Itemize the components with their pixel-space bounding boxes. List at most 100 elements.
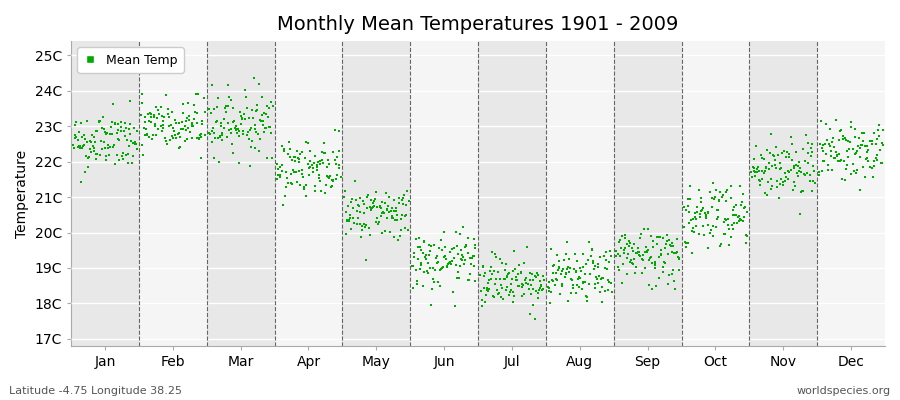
Y-axis label: Temperature: Temperature [15, 150, 29, 238]
Mean Temp [177, 123, 192, 130]
Mean Temp [207, 130, 221, 136]
Mean Temp [482, 277, 496, 283]
Mean Temp [420, 270, 435, 276]
Mean Temp [246, 115, 260, 122]
Mean Temp [87, 145, 102, 152]
Mean Temp [644, 254, 658, 260]
Mean Temp [666, 267, 680, 273]
Mean Temp [618, 244, 633, 251]
Mean Temp [468, 242, 482, 248]
Mean Temp [259, 111, 274, 117]
Mean Temp [117, 120, 131, 126]
Mean Temp [220, 133, 234, 140]
Mean Temp [740, 233, 754, 239]
Mean Temp [515, 293, 529, 300]
Mean Temp [856, 164, 870, 170]
Mean Temp [825, 139, 840, 145]
Mean Temp [295, 171, 310, 178]
Mean Temp [778, 178, 793, 184]
Mean Temp [655, 264, 670, 270]
Mean Temp [411, 244, 426, 250]
Mean Temp [860, 158, 875, 164]
Mean Temp [311, 159, 326, 165]
Mean Temp [750, 166, 764, 172]
Mean Temp [158, 92, 173, 98]
Mean Temp [171, 130, 185, 137]
Mean Temp [230, 130, 244, 136]
Mean Temp [456, 254, 471, 260]
Mean Temp [302, 172, 317, 178]
Mean Temp [520, 281, 535, 288]
Mean Temp [140, 126, 154, 132]
Mean Temp [785, 157, 799, 164]
Mean Temp [279, 169, 293, 175]
Mean Temp [725, 207, 740, 213]
Mean Temp [846, 146, 860, 153]
Mean Temp [821, 167, 835, 174]
Mean Temp [620, 270, 634, 277]
Mean Temp [860, 143, 875, 149]
Mean Temp [298, 182, 312, 188]
Mean Temp [861, 147, 876, 154]
Mean Temp [748, 169, 762, 176]
Mean Temp [656, 269, 670, 276]
Mean Temp [820, 137, 834, 144]
Mean Temp [108, 120, 122, 126]
Mean Temp [488, 281, 502, 287]
Mean Temp [68, 122, 82, 128]
Mean Temp [626, 260, 640, 266]
Mean Temp [227, 118, 241, 124]
Mean Temp [858, 143, 872, 150]
Mean Temp [110, 152, 124, 158]
Mean Temp [590, 276, 604, 282]
Mean Temp [507, 299, 521, 305]
Mean Temp [752, 164, 766, 171]
Mean Temp [181, 100, 195, 106]
Mean Temp [175, 118, 189, 125]
Mean Temp [149, 132, 164, 138]
Mean Temp [585, 257, 599, 264]
Mean Temp [290, 147, 304, 154]
Mean Temp [363, 232, 377, 238]
Mean Temp [662, 242, 677, 248]
Mean Temp [135, 99, 149, 106]
Mean Temp [347, 178, 362, 184]
Mean Temp [461, 276, 475, 283]
Mean Temp [323, 172, 338, 179]
Mean Temp [818, 140, 832, 147]
Mean Temp [160, 106, 175, 112]
Mean Temp [176, 110, 190, 117]
Mean Temp [491, 290, 505, 297]
Mean Temp [385, 215, 400, 221]
Mean Temp [397, 192, 411, 198]
Mean Temp [212, 95, 226, 102]
Mean Temp [584, 253, 598, 259]
Mean Temp [162, 114, 176, 120]
Mean Temp [848, 151, 862, 157]
Mean Temp [875, 140, 889, 146]
Mean Temp [280, 180, 294, 186]
Mean Temp [526, 276, 540, 283]
Mean Temp [701, 209, 716, 215]
Mean Temp [703, 189, 717, 196]
Bar [478, 41, 546, 346]
Mean Temp [499, 261, 513, 267]
Mean Temp [840, 162, 854, 168]
Mean Temp [560, 239, 574, 245]
Mean Temp [273, 172, 287, 178]
Mean Temp [625, 245, 639, 252]
Mean Temp [701, 210, 716, 216]
Mean Temp [385, 215, 400, 222]
Mean Temp [219, 103, 233, 109]
Mean Temp [738, 204, 752, 210]
Mean Temp [508, 292, 522, 299]
Mean Temp [564, 276, 579, 282]
Mean Temp [483, 263, 498, 270]
Mean Temp [155, 113, 169, 119]
Mean Temp [459, 243, 473, 250]
Mean Temp [805, 148, 819, 155]
Mean Temp [81, 164, 95, 170]
Mean Temp [266, 103, 280, 109]
Mean Temp [252, 148, 266, 154]
Mean Temp [310, 166, 324, 173]
